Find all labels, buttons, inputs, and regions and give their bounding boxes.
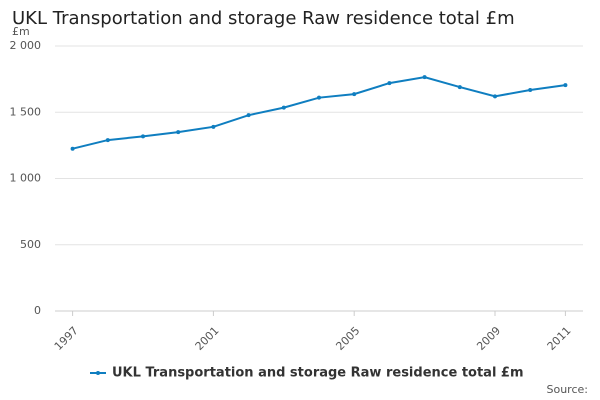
data-point [105,138,110,143]
x-tick-label: 2005 [333,324,362,353]
x-tick-label: 2009 [474,324,503,353]
data-point [317,95,321,100]
y-tick-label: 2 000 [10,39,42,52]
source: Source: [547,383,589,396]
y-tick-label: 0 [34,304,41,317]
data-point [352,92,357,97]
x-tick-label: 2011 [545,324,574,353]
data-point [422,75,427,80]
data-point [528,87,533,92]
legend-label: UKL Transportation and storage Raw resid… [112,366,524,381]
x-tick-label: 1997 [52,324,81,353]
y-tick-label: 500 [20,238,41,251]
data-point [176,130,181,135]
y-tick-label: 1 500 [10,105,42,118]
legend-swatch-dot [96,371,100,375]
y-axis-unit: £m [12,25,30,38]
data-point [211,124,216,129]
data-point [70,146,75,151]
data-point [563,83,568,88]
x-tick-label: 2001 [193,324,222,353]
data-point [457,85,462,90]
data-point [493,94,497,99]
data-point [281,105,286,110]
y-tick-label: 1 000 [10,172,42,185]
data-point [246,113,251,118]
data-point [387,81,392,86]
data-point [141,134,145,139]
data-line [72,76,566,150]
chart-title: UKL Transportation and storage Raw resid… [12,8,515,29]
